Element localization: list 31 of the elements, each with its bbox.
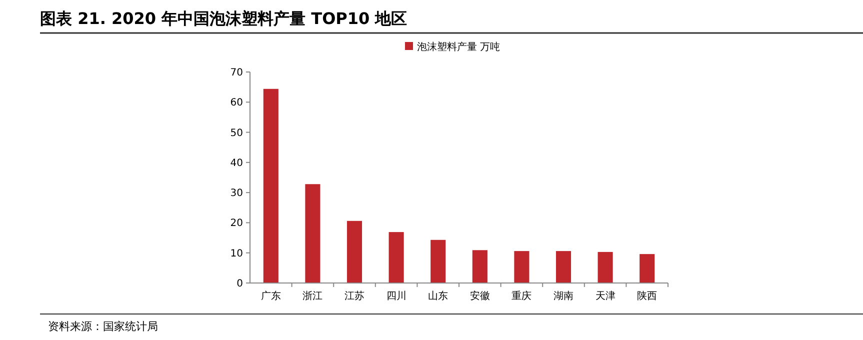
x-tick-label: 陕西 [637,290,658,302]
x-tick-label: 安徽 [470,290,490,302]
bar [430,240,446,283]
legend-label: 泡沫塑料产量 万吨 [417,41,500,53]
x-tick-label: 江苏 [344,290,364,302]
x-tick-label: 山东 [428,290,448,302]
bar [263,88,278,283]
chart-title: 图表 21. 2020 年中国泡沫塑料产量 TOP10 地区 [40,9,408,28]
bar [388,232,404,283]
y-tick-label: 50 [230,128,243,139]
x-tick-label: 广东 [260,290,281,302]
y-tick-label: 70 [230,68,243,78]
bar [472,250,488,283]
bar [598,252,613,283]
x-tick-label: 重庆 [512,290,532,302]
x-tick-label: 湖南 [554,290,574,302]
bar [514,251,530,283]
y-tick-label: 40 [230,158,243,169]
x-tick-label: 天津 [595,290,616,302]
text: 资料来源：国家统计局 [48,320,158,333]
y-tick-label: 20 [230,218,243,230]
bar [640,254,655,283]
bar [305,184,320,283]
y-tick-label: 60 [230,98,243,109]
bar [346,220,362,283]
x-tick-label: 四川 [386,290,406,302]
bar [556,251,572,283]
y-tick-label: 0 [236,278,243,290]
y-tick-label: 10 [230,248,243,260]
y-tick-label: 30 [230,188,243,200]
x-tick-label: 浙江 [302,290,323,302]
